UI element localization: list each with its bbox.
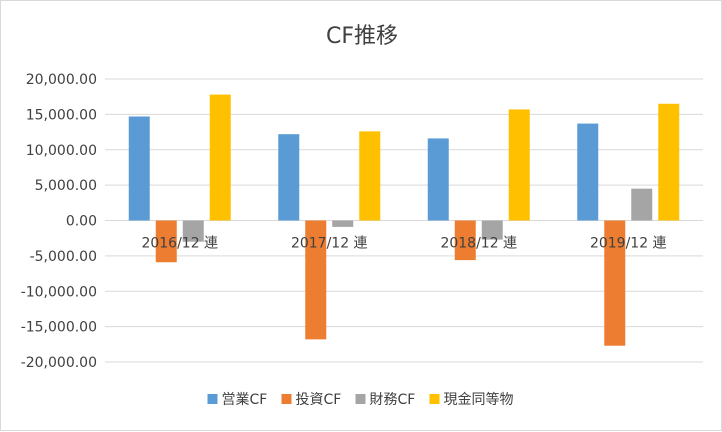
y-tick-label: 20,000.00 (26, 72, 97, 88)
bar-営業CF-2018/12 連 (427, 138, 449, 221)
chart-title: CF推移 (326, 24, 398, 49)
bar-営業CF-2019/12 連 (577, 123, 599, 221)
bar-現金同等物-2016/12 連 (209, 94, 231, 221)
legend-swatch (281, 394, 292, 404)
y-tick-label: -5,000.00 (30, 249, 97, 265)
y-tick-label: 0.00 (66, 214, 97, 230)
legend-swatch (429, 394, 440, 404)
x-category-label: 2018/12 連 (440, 236, 517, 252)
bar-投資CF-2016/12 連 (155, 220, 177, 263)
x-category-label: 2019/12 連 (590, 236, 667, 252)
bar-財務CF-2018/12 連 (481, 220, 503, 240)
bar-財務CF-2016/12 連 (182, 220, 204, 242)
legend-swatch (355, 394, 366, 404)
x-category-label: 2016/12 連 (141, 236, 218, 252)
bar-財務CF-2019/12 連 (631, 188, 653, 221)
legend-label: 現金同等物 (444, 391, 514, 408)
bar-現金同等物-2018/12 連 (508, 109, 530, 221)
bar-財務CF-2017/12 連 (332, 220, 354, 227)
y-tick-label: 10,000.00 (26, 143, 97, 159)
bar-営業CF-2017/12 連 (278, 134, 300, 221)
y-tick-label: -10,000.00 (21, 284, 97, 300)
y-tick-label: 5,000.00 (35, 178, 97, 194)
x-axis-category-labels: 2016/12 連 2017/12 連 2018/12 連 2019/12 連 (141, 236, 666, 252)
gridlines (105, 78, 703, 363)
legend-label: 財務CF (370, 392, 416, 408)
bar-営業CF-2016/12 連 (128, 116, 150, 221)
y-tick-label: 15,000.00 (26, 107, 97, 123)
legend-label: 営業CF (222, 392, 268, 408)
bar-現金同等物-2017/12 連 (359, 131, 381, 221)
bar-投資CF-2017/12 連 (305, 220, 327, 340)
bar-series (128, 94, 680, 346)
bar-現金同等物-2019/12 連 (658, 103, 680, 221)
bar-投資CF-2019/12 連 (604, 220, 626, 346)
bar-投資CF-2018/12 連 (454, 220, 476, 261)
legend-label: 投資CF (296, 392, 342, 408)
y-tick-label: -20,000.00 (21, 355, 97, 371)
legend: 営業CF 投資CF 財務CF 現金同等物 (207, 391, 514, 408)
y-axis-tick-labels: 20,000.00 15,000.00 10,000.00 5,000.00 0.00 -… (21, 72, 97, 371)
y-tick-label: -15,000.00 (21, 320, 97, 336)
x-category-label: 2017/12 連 (291, 236, 368, 252)
legend-swatch (207, 394, 218, 404)
